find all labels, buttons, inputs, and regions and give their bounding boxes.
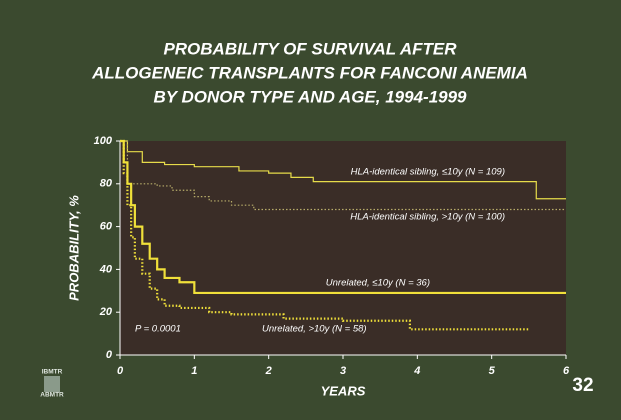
survival-curve: [120, 140, 566, 211]
x-tick-label: 3: [340, 365, 346, 377]
chart-title: PROBABILITY OF SURVIVAL AFTER: [163, 39, 457, 58]
x-tick-label: 0: [117, 365, 124, 377]
x-tick-label: 6: [563, 365, 570, 377]
x-tick-label: 1: [191, 365, 197, 377]
series-label: HLA-identical sibling, ≤10y (N = 109): [351, 167, 505, 178]
series-label: HLA-identical sibling, >10y (N = 100): [350, 212, 505, 223]
y-tick-label: 80: [100, 178, 113, 190]
y-tick-label: 40: [99, 263, 113, 275]
y-tick-label: 0: [106, 349, 113, 361]
logo-top: IBMTR: [42, 369, 63, 376]
y-tick-label: 60: [100, 221, 113, 233]
y-axis-label: PROBABILITY, %: [66, 195, 81, 301]
survival-curve: [120, 139, 529, 331]
plot-area: [120, 141, 566, 355]
x-axis-label: YEARS: [321, 383, 366, 398]
p-value: P = 0.0001: [135, 324, 181, 335]
logo-grid: [44, 376, 60, 392]
x-tick-label: 4: [413, 365, 420, 377]
slide-number: 32: [572, 375, 593, 396]
logo-bottom: ABMTR: [40, 392, 64, 399]
x-tick-label: 2: [265, 365, 272, 377]
survival-curve: [120, 140, 566, 200]
series-label: Unrelated, >10y (N = 58): [262, 324, 367, 335]
chart-title: BY DONOR TYPE AND AGE, 1994-1999: [153, 87, 467, 106]
chart-title: ALLOGENEIC TRANSPLANTS FOR FANCONI ANEMI…: [91, 63, 528, 82]
series-label: Unrelated, ≤10y (N = 36): [326, 278, 430, 289]
y-tick-label: 20: [99, 306, 113, 318]
x-tick-label: 5: [489, 365, 496, 377]
y-tick-label: 100: [94, 135, 113, 147]
logo: IBMTR ABMTR: [40, 369, 64, 399]
